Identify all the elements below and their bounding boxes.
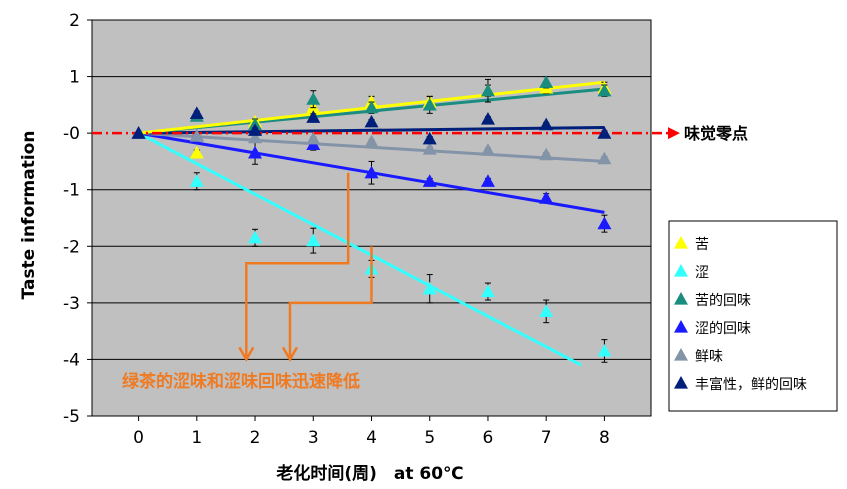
data-point-richness <box>480 112 495 125</box>
data-point-astringent_aftertaste <box>597 216 612 230</box>
legend-marker-bitter <box>674 236 688 249</box>
legend-label-umami: 鲜味 <box>695 349 723 365</box>
data-point-umami <box>480 143 495 156</box>
data-point-astringent_aftertaste <box>364 165 379 179</box>
data-point-bitter_aftertaste <box>539 75 554 88</box>
data-point-richness <box>422 131 437 145</box>
data-point-umami <box>597 151 612 165</box>
zero-line-label: 味觉零点 <box>684 124 748 143</box>
data-point-richness <box>597 126 612 139</box>
annotation-arrow-line <box>245 172 350 360</box>
annotation-group: 绿茶的涩味和涩味回味迅速降低 <box>122 172 373 392</box>
data-point-astringent_aftertaste <box>480 174 495 187</box>
data-point-bitter <box>189 145 204 159</box>
legend-marker-richness <box>674 376 688 389</box>
zero-line-label-group: 味觉零点 <box>684 124 748 143</box>
legend-label-bitter: 苦 <box>695 237 709 253</box>
data-point-astringent_aftertaste <box>539 191 554 204</box>
x-tick-label: 5 <box>424 428 435 448</box>
data-point-astringent <box>306 233 321 247</box>
y-tick-label: -2 <box>63 237 80 257</box>
legend-label-bitter_aftertaste: 苦的回味 <box>695 293 751 309</box>
x-tick-label: 7 <box>541 428 552 448</box>
x-tick-label: 3 <box>308 428 319 448</box>
annotation-text: 绿茶的涩味和涩味回味迅速降低 <box>122 371 360 392</box>
data-point-astringent <box>480 284 495 298</box>
data-point-richness <box>248 123 263 136</box>
y-tick-label: -3 <box>63 294 80 314</box>
data-point-astringent_aftertaste <box>422 174 437 187</box>
x-tick-label: 0 <box>133 428 144 448</box>
data-point-umami <box>248 130 263 144</box>
axes: Taste information 老化时间(周) at 60℃ 2 1 -0 -1 -… <box>19 11 610 484</box>
trend-line-astringent <box>137 131 582 367</box>
trend-line-umami <box>138 131 605 163</box>
data-point-astringent <box>248 230 263 244</box>
y-tick-label: 2 <box>69 11 80 31</box>
data-point-bitter_aftertaste <box>422 97 437 111</box>
data-point-astringent <box>539 304 554 317</box>
zero-line-arrowhead <box>668 127 680 140</box>
y-tick-label: -0 <box>63 124 80 144</box>
data-point-astringent <box>189 174 204 187</box>
legend-marker-bitter_aftertaste <box>674 292 688 305</box>
data-point-richness <box>306 110 321 123</box>
x-axis-title: 老化时间(周) at 60℃ <box>275 463 463 484</box>
data-point-bitter_aftertaste <box>597 83 612 97</box>
x-tick-label: 8 <box>599 428 610 448</box>
y-tick-label: -5 <box>63 407 80 427</box>
annotation-arrow-line <box>288 246 373 360</box>
legend-marker-umami <box>674 348 688 361</box>
y-tick-label: -4 <box>63 350 80 370</box>
legend-marker-astringent <box>674 264 688 277</box>
data-point-richness <box>131 126 146 139</box>
data-point-astringent <box>597 343 612 357</box>
x-tick-label: 6 <box>483 428 494 448</box>
data-point-umami <box>189 128 204 142</box>
y-tick-label: 1 <box>69 68 80 88</box>
legend-label-astringent_aftertaste: 涩的回味 <box>695 321 751 337</box>
x-tick-label: 4 <box>366 428 377 448</box>
legend-box <box>668 220 838 412</box>
data-point-umami <box>422 141 437 155</box>
legend-marker-astringent_aftertaste <box>674 320 688 333</box>
y-tick-label: -1 <box>63 181 80 201</box>
data-point-bitter_aftertaste <box>364 100 379 114</box>
annotation-arrowhead <box>238 346 255 362</box>
data-point-bitter_aftertaste <box>306 92 321 105</box>
data-point-richness <box>189 106 204 119</box>
data-point-richness <box>539 117 554 131</box>
data-point-umami <box>306 131 321 145</box>
legend-label-richness: 丰富性，鲜的回味 <box>695 376 807 393</box>
annotation-arrowhead <box>281 346 299 362</box>
x-tick-label: 2 <box>250 428 261 448</box>
data-point-astringent_aftertaste <box>248 145 263 159</box>
legend-label-astringent: 涩 <box>695 265 709 281</box>
y-axis-title: Taste information <box>19 131 39 300</box>
data-point-astringent <box>422 281 437 295</box>
plot-area <box>91 19 680 417</box>
data-point-umami <box>364 134 379 148</box>
x-tick-label: 1 <box>191 428 202 448</box>
data-point-bitter_aftertaste <box>480 83 495 97</box>
data-point-umami <box>539 147 554 161</box>
data-point-richness <box>364 114 379 128</box>
